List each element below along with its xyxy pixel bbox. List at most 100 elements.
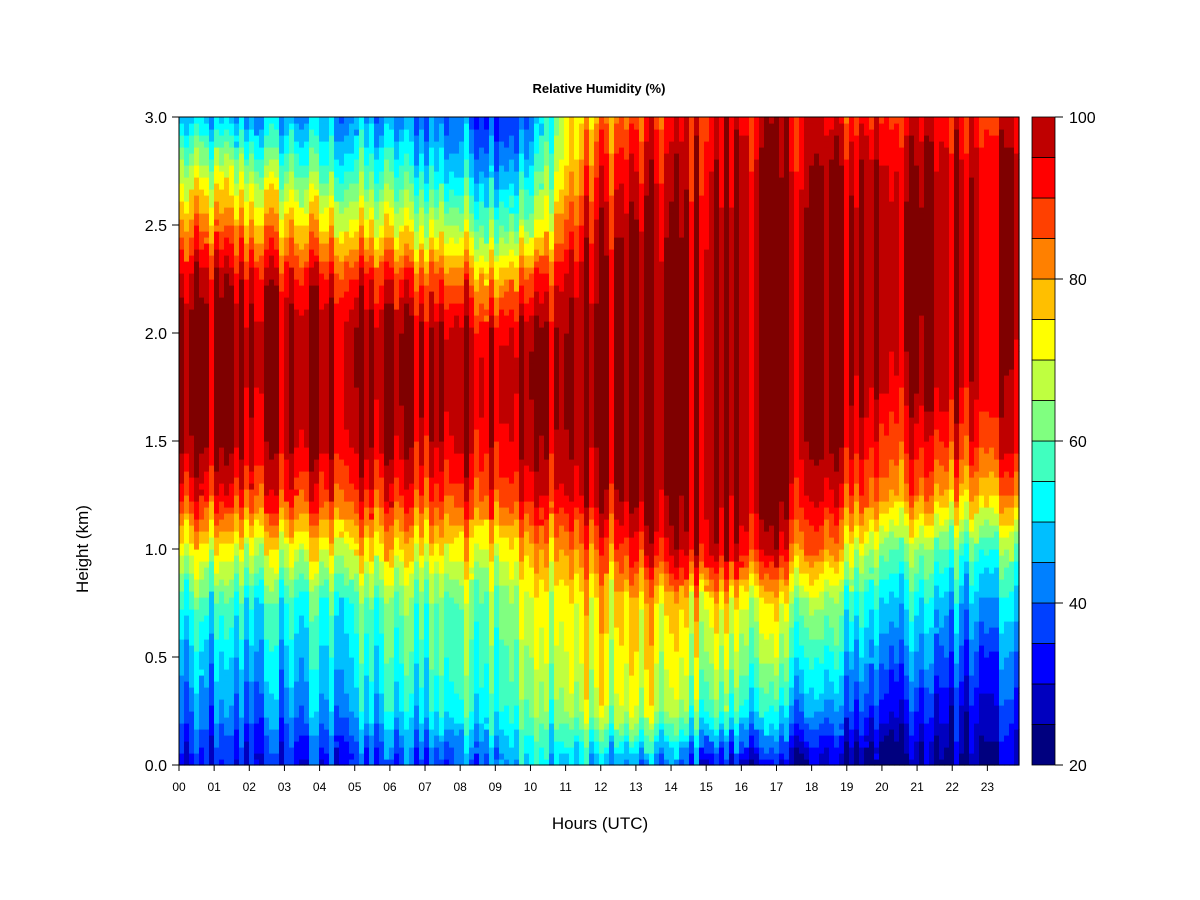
heatmap-cell (799, 753, 805, 760)
heatmap-cell (559, 549, 565, 556)
heatmap-cell (864, 627, 870, 664)
heatmap-cell (749, 555, 755, 562)
heatmap-cell (474, 477, 480, 484)
heatmap-cell (239, 261, 245, 280)
heatmap-cell (924, 633, 930, 670)
heatmap-cell (414, 165, 420, 178)
heatmap-cell (614, 705, 620, 712)
heatmap-cell (709, 663, 715, 670)
heatmap-cell (324, 231, 330, 244)
heatmap-cell (944, 687, 950, 724)
heatmap-cell (729, 633, 735, 670)
heatmap-cell (249, 315, 255, 322)
heatmap-cell (249, 471, 255, 484)
heatmap-cell (734, 129, 740, 544)
heatmap-cell (289, 579, 295, 586)
heatmap-cell (529, 117, 535, 142)
heatmap-cell (449, 177, 455, 190)
heatmap-cell (229, 741, 235, 766)
heatmap-cell (799, 459, 805, 508)
heatmap-cell (724, 693, 730, 700)
heatmap-cell (709, 177, 715, 556)
heatmap-cell (694, 555, 700, 562)
heatmap-cell (894, 129, 900, 172)
heatmap-cell (289, 219, 295, 226)
heatmap-cell (429, 237, 435, 250)
heatmap-cell (359, 603, 365, 610)
heatmap-cell (379, 255, 385, 262)
heatmap-cell (584, 747, 590, 766)
heatmap-cell (844, 723, 850, 742)
heatmap-cell (309, 561, 315, 580)
heatmap-cell (554, 291, 560, 328)
heatmap-cell (659, 267, 665, 274)
heatmap-cell (399, 549, 405, 562)
heatmap-cell (969, 639, 975, 646)
heatmap-cell (654, 189, 660, 532)
heatmap-cell (369, 627, 375, 634)
heatmap-cell (969, 543, 975, 562)
heatmap-cell (234, 165, 240, 184)
heatmap-cell (764, 531, 770, 538)
heatmap-cell (184, 573, 190, 580)
heatmap-cell (559, 189, 565, 214)
heatmap-cell (279, 669, 285, 676)
heatmap-cell (944, 447, 950, 472)
x-axis: 00 01 02 03 04 05 06 07 08 09 10 11 12 13 14 15 16 17 18 19… (172, 765, 994, 794)
heatmap-cell (919, 315, 925, 322)
heatmap-cell (509, 441, 515, 448)
heatmap-cell (339, 117, 345, 124)
heatmap-cell (779, 669, 785, 688)
heatmap-cell (894, 717, 900, 742)
heatmap-cell (924, 135, 930, 142)
heatmap-cell (969, 645, 975, 676)
heatmap-cell (874, 705, 880, 730)
heatmap-cell (469, 579, 475, 586)
heatmap-cell (824, 699, 830, 718)
heatmap-cell (689, 597, 695, 634)
heatmap-cell (989, 699, 995, 706)
heatmap-cell (219, 597, 225, 616)
heatmap-cell (474, 525, 480, 544)
heatmap-cell (754, 573, 760, 586)
heatmap-cell (284, 117, 290, 136)
heatmap-cell (834, 471, 840, 478)
heatmap-cell (354, 717, 360, 724)
heatmap-cell (189, 123, 195, 136)
heatmap-cell (629, 681, 635, 718)
heatmap-cell (999, 705, 1005, 742)
heatmap-cell (929, 141, 935, 148)
heatmap-cell (764, 567, 770, 574)
heatmap-cell (819, 609, 825, 640)
heatmap-cell (859, 681, 865, 688)
heatmap-cell (854, 507, 860, 526)
heatmap-cell (889, 117, 895, 130)
heatmap-cell (374, 159, 380, 166)
heatmap-cell (264, 285, 270, 292)
heatmap-cell (619, 573, 625, 592)
heatmap-cell (544, 663, 550, 712)
heatmap-cell (489, 489, 495, 514)
heatmap-cell (624, 135, 630, 160)
heatmap-cell (534, 171, 540, 178)
heatmap-cell (254, 693, 260, 724)
heatmap-cell (504, 537, 510, 544)
heatmap-cell (514, 321, 520, 358)
heatmap-cell (679, 555, 685, 568)
heatmap-cell (604, 495, 610, 520)
heatmap-cell (634, 117, 640, 130)
heatmap-cell (739, 705, 745, 718)
heatmap-cell (854, 213, 860, 376)
heatmap-cell (259, 207, 265, 226)
heatmap-cell (569, 579, 575, 604)
heatmap-cell (384, 663, 390, 712)
colorbar-tick-label: 80 (1069, 272, 1087, 289)
heatmap-cell (964, 585, 970, 610)
heatmap-cell (424, 663, 430, 670)
heatmap-cell (314, 711, 320, 718)
heatmap-cell (249, 117, 255, 130)
heatmap-cell (794, 747, 800, 766)
heatmap-cell (759, 663, 765, 688)
heatmap-cell (269, 693, 275, 700)
heatmap-cell (639, 183, 645, 232)
